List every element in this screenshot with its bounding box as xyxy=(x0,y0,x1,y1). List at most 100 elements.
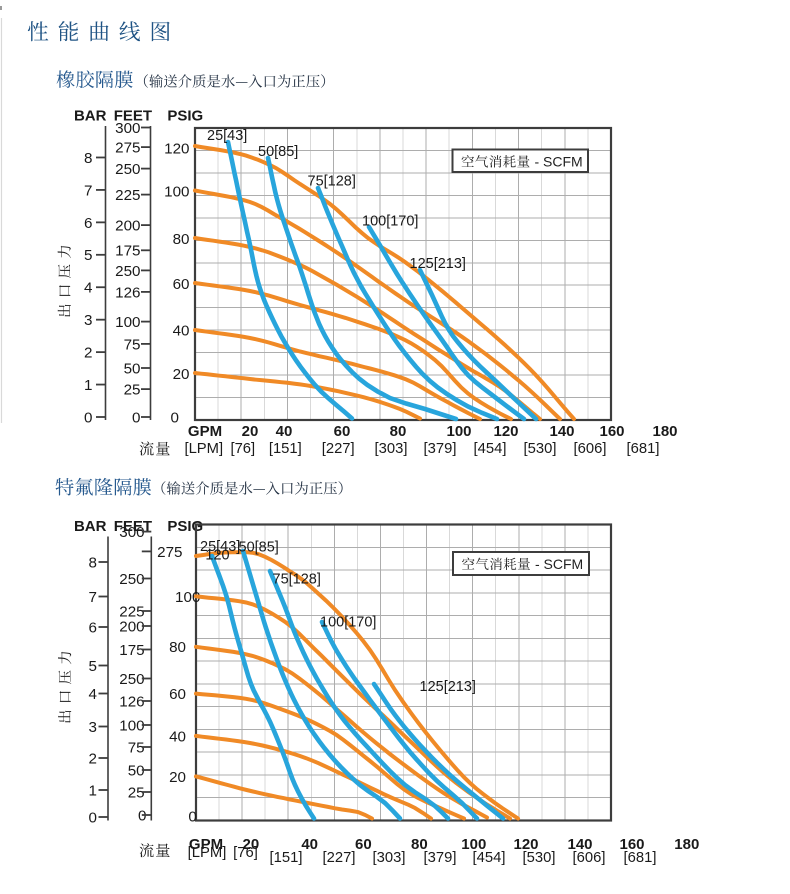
svg-text:0: 0 xyxy=(84,409,92,426)
svg-text:6: 6 xyxy=(89,619,97,636)
svg-text:[76]: [76] xyxy=(230,441,255,457)
svg-text:250: 250 xyxy=(115,263,140,280)
svg-text:100[170]: 100[170] xyxy=(362,214,418,230)
svg-text:75[128]: 75[128] xyxy=(308,174,356,190)
svg-text:275: 275 xyxy=(115,140,140,157)
svg-text:[681]: [681] xyxy=(627,441,660,457)
svg-text:75: 75 xyxy=(124,336,141,353)
svg-text:175: 175 xyxy=(119,642,144,659)
svg-text:6: 6 xyxy=(84,215,92,232)
svg-text:200: 200 xyxy=(115,218,140,235)
svg-text:80: 80 xyxy=(411,836,428,853)
svg-text:60: 60 xyxy=(355,836,372,853)
svg-text:5: 5 xyxy=(89,658,97,675)
svg-text:40: 40 xyxy=(169,728,186,745)
svg-text:[530]: [530] xyxy=(523,850,556,866)
svg-text:50: 50 xyxy=(128,762,145,779)
svg-text:3: 3 xyxy=(89,719,97,736)
svg-text:[227]: [227] xyxy=(322,441,355,457)
svg-text:[303]: [303] xyxy=(375,441,408,457)
svg-text:100: 100 xyxy=(446,423,471,440)
svg-text:180: 180 xyxy=(652,423,677,440)
svg-text:[681]: [681] xyxy=(624,850,657,866)
svg-text:[454]: [454] xyxy=(473,850,506,866)
svg-text:300: 300 xyxy=(115,120,140,137)
svg-text:PSIG: PSIG xyxy=(167,108,203,125)
svg-text:1: 1 xyxy=(89,782,97,799)
svg-text:2: 2 xyxy=(89,750,97,767)
svg-text:PSIG: PSIG xyxy=(167,518,203,535)
svg-text:40: 40 xyxy=(173,322,190,339)
svg-text:140: 140 xyxy=(567,836,592,853)
svg-text:- SCFM: - SCFM xyxy=(535,556,583,572)
svg-text:[151]: [151] xyxy=(270,850,303,866)
svg-text:7: 7 xyxy=(84,182,92,199)
svg-text:GPM: GPM xyxy=(189,836,223,853)
svg-text:GPM: GPM xyxy=(188,423,222,440)
svg-text:0: 0 xyxy=(171,409,179,426)
svg-text:75[128]: 75[128] xyxy=(273,572,321,588)
svg-text:[303]: [303] xyxy=(373,850,406,866)
svg-text:160: 160 xyxy=(619,836,644,853)
svg-text:120: 120 xyxy=(205,548,229,564)
svg-text:[76]: [76] xyxy=(233,845,258,861)
svg-text:125[213]: 125[213] xyxy=(410,256,466,272)
svg-text:275: 275 xyxy=(157,544,182,561)
svg-text:[606]: [606] xyxy=(573,850,606,866)
svg-text:[227]: [227] xyxy=(323,850,356,866)
svg-text:180: 180 xyxy=(674,836,699,853)
svg-text:100: 100 xyxy=(115,314,140,331)
svg-text:225: 225 xyxy=(119,603,144,620)
svg-text:- SCFM: - SCFM xyxy=(535,154,583,170)
svg-text:80: 80 xyxy=(169,639,186,656)
svg-text:100: 100 xyxy=(175,589,200,606)
svg-text:250: 250 xyxy=(115,161,140,178)
svg-text:[379]: [379] xyxy=(424,441,457,457)
svg-text:100: 100 xyxy=(164,183,189,200)
svg-text:[LPM]: [LPM] xyxy=(188,845,227,861)
svg-text:5: 5 xyxy=(84,247,92,264)
svg-text:60: 60 xyxy=(334,423,351,440)
svg-text:20: 20 xyxy=(173,366,190,383)
svg-text:[379]: [379] xyxy=(424,850,457,866)
svg-text:175: 175 xyxy=(115,243,140,260)
svg-text:4: 4 xyxy=(84,280,92,297)
svg-text:120: 120 xyxy=(493,423,518,440)
svg-text:3: 3 xyxy=(84,312,92,329)
svg-text:25: 25 xyxy=(128,784,145,801)
svg-text:250: 250 xyxy=(119,671,144,688)
svg-text:225: 225 xyxy=(115,187,140,204)
svg-text:2: 2 xyxy=(84,345,92,362)
svg-text:100: 100 xyxy=(461,836,486,853)
svg-text:0: 0 xyxy=(132,409,140,426)
svg-text:7: 7 xyxy=(89,589,97,606)
svg-text:60: 60 xyxy=(173,276,190,293)
svg-text:[151]: [151] xyxy=(269,441,302,457)
svg-text:20: 20 xyxy=(242,423,259,440)
svg-text:25: 25 xyxy=(124,382,141,399)
svg-text:[LPM]: [LPM] xyxy=(184,441,223,457)
svg-text:25[43]: 25[43] xyxy=(200,539,240,555)
svg-text:0: 0 xyxy=(89,809,97,826)
svg-text:40: 40 xyxy=(276,423,293,440)
svg-text:125[213]: 125[213] xyxy=(420,679,476,695)
svg-text:126: 126 xyxy=(119,693,144,710)
svg-text:80: 80 xyxy=(390,423,407,440)
svg-text:250: 250 xyxy=(119,571,144,588)
svg-text:BAR: BAR xyxy=(74,108,107,125)
svg-text:[530]: [530] xyxy=(524,441,557,457)
svg-text:160: 160 xyxy=(599,423,624,440)
svg-text:4: 4 xyxy=(89,686,97,703)
svg-text:8: 8 xyxy=(89,554,97,571)
svg-text:75: 75 xyxy=(128,739,145,756)
svg-text:0: 0 xyxy=(188,808,196,825)
svg-text:100: 100 xyxy=(119,717,144,734)
svg-text:40: 40 xyxy=(301,836,318,853)
svg-text:200: 200 xyxy=(119,618,144,635)
svg-text:300: 300 xyxy=(119,524,144,541)
svg-text:120: 120 xyxy=(164,140,189,157)
svg-text:8: 8 xyxy=(84,150,92,167)
svg-text:140: 140 xyxy=(549,423,574,440)
svg-text:50[85]: 50[85] xyxy=(239,540,279,556)
svg-text:1: 1 xyxy=(84,377,92,394)
